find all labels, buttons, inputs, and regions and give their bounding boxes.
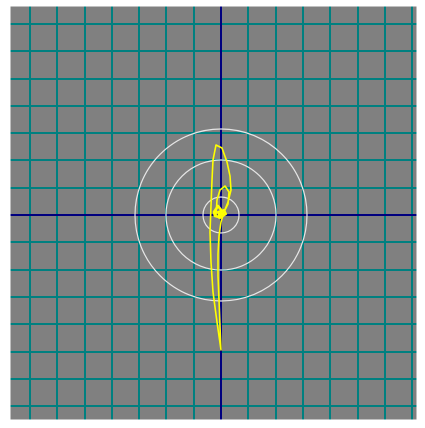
trace-core (212, 204, 224, 219)
range-ring (202, 196, 240, 234)
trace-outer-loop (209, 144, 232, 351)
range-ring (165, 159, 277, 271)
range-rings (134, 128, 308, 302)
trace-core-tip (216, 208, 228, 220)
range-ring (134, 128, 308, 302)
trace-group (209, 144, 232, 351)
frame-border (9, 5, 418, 421)
grid-lines (10, 6, 417, 420)
